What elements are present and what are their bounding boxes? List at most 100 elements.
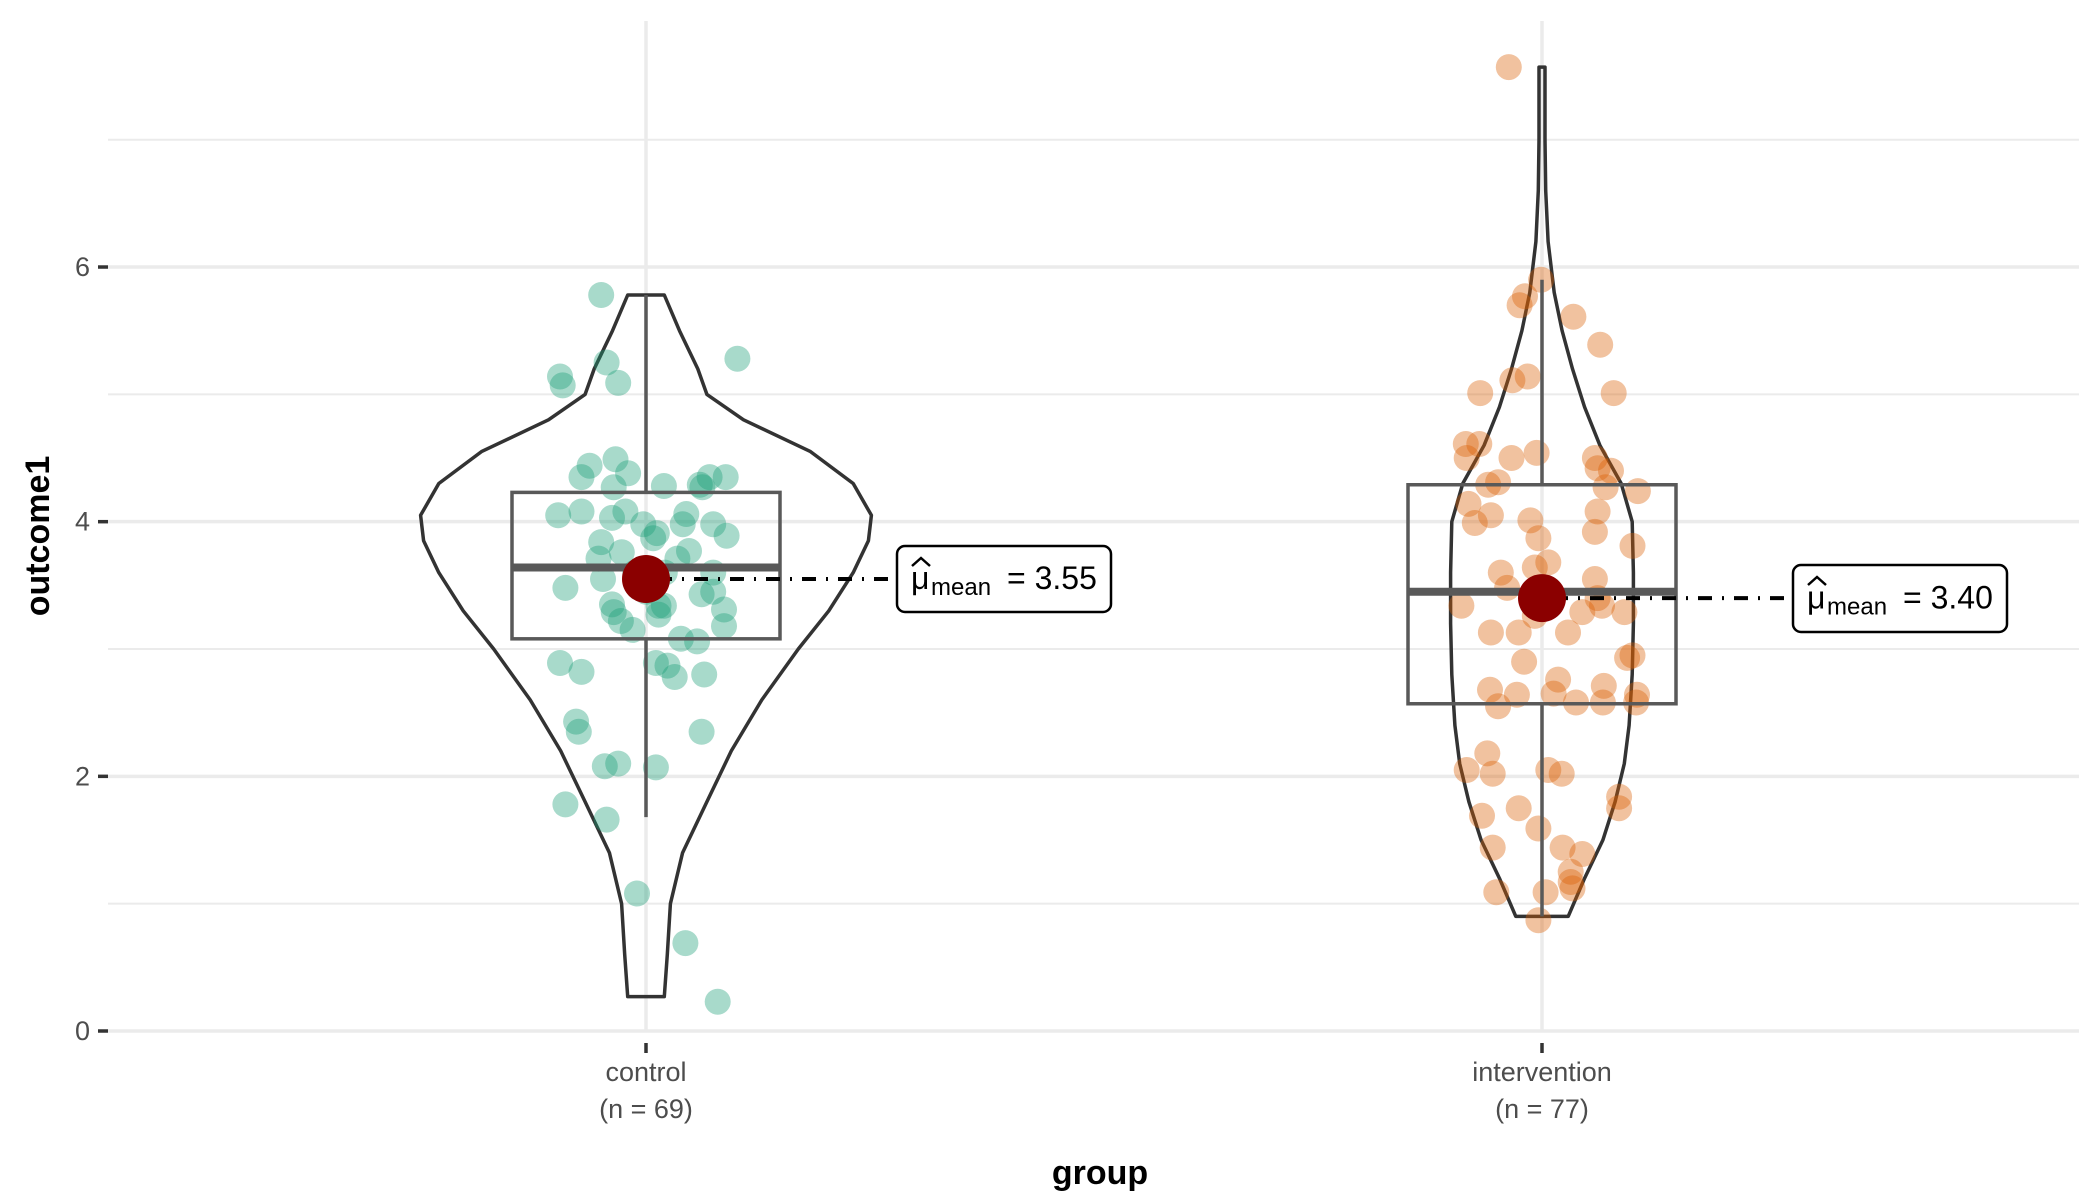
data-point — [700, 578, 727, 605]
data-point — [696, 464, 723, 491]
data-point — [654, 652, 681, 679]
violin — [1448, 65, 1636, 919]
data-point — [1477, 502, 1504, 529]
data-point — [1581, 566, 1608, 592]
x-axis: control (n = 69) intervention (n = 77) — [599, 1043, 1612, 1124]
data-point — [1474, 740, 1501, 767]
data-point — [669, 511, 696, 538]
data-point — [642, 754, 669, 781]
y-tick-label: 4 — [75, 507, 90, 537]
data-point — [1598, 457, 1624, 484]
data-point — [1521, 554, 1548, 581]
data-point — [615, 460, 642, 487]
violin — [418, 293, 874, 999]
data-point — [1545, 666, 1572, 693]
data-point — [1479, 760, 1506, 787]
data-point — [590, 566, 616, 592]
mean-label-box — [1791, 563, 2009, 634]
mean-label-subscript: mean — [931, 574, 991, 601]
data-point — [624, 880, 650, 907]
mean-label-box — [895, 544, 1113, 614]
x-tick-n-label: (n = 77) — [1495, 1094, 1589, 1124]
y-axis: 0 2 4 6 — [75, 252, 108, 1046]
data-point — [552, 574, 579, 601]
data-point — [1517, 507, 1544, 534]
data-point — [1535, 549, 1562, 576]
data-point — [1503, 681, 1530, 708]
grid — [108, 21, 2079, 1033]
data-point — [605, 369, 632, 396]
data-point — [1487, 559, 1514, 586]
data-point — [563, 708, 590, 735]
data-point — [640, 525, 667, 552]
mean-label-value: = 3.55 — [1007, 560, 1097, 596]
data-point — [1557, 869, 1584, 895]
data-point — [549, 372, 576, 399]
data-point — [700, 511, 727, 538]
data-point — [643, 520, 670, 547]
data-point — [1505, 795, 1532, 822]
data-point — [688, 718, 715, 745]
data-point — [1479, 834, 1506, 861]
y-tick-label: 2 — [75, 761, 90, 791]
data-point — [1619, 642, 1646, 669]
data-point — [619, 616, 646, 643]
data-point — [688, 581, 715, 608]
data-point — [1600, 380, 1627, 407]
data-point — [588, 282, 615, 308]
hat-icon — [1807, 575, 1827, 586]
y-tick-label: 0 — [75, 1016, 90, 1046]
data-point — [1611, 599, 1638, 626]
data-point — [576, 452, 603, 479]
data-points — [1448, 54, 1651, 934]
data-point — [1485, 469, 1512, 496]
data-point — [600, 599, 627, 626]
data-point — [1619, 532, 1646, 559]
data-point — [1453, 757, 1480, 783]
data-point — [1581, 445, 1608, 471]
data-point — [684, 628, 711, 655]
data-point — [1469, 802, 1495, 829]
data-point — [547, 363, 573, 390]
data-point — [630, 511, 657, 538]
data-point — [1523, 439, 1550, 466]
data-point — [1505, 619, 1532, 646]
y-tick-label: 6 — [75, 252, 90, 282]
data-point — [605, 750, 632, 777]
data-point — [1506, 292, 1533, 319]
data-point — [1455, 490, 1482, 517]
data-point — [1559, 875, 1586, 902]
data-point — [650, 473, 677, 499]
data-point — [608, 539, 635, 566]
data-point — [552, 791, 579, 818]
data-point — [1461, 510, 1488, 536]
data-point — [1560, 303, 1587, 330]
data-point — [607, 608, 634, 634]
data-point — [1532, 879, 1559, 906]
data-point — [1557, 858, 1584, 885]
data-point — [1569, 841, 1596, 867]
data-point — [724, 345, 751, 372]
data-point — [1467, 380, 1494, 407]
data-point — [1511, 648, 1538, 675]
data-point — [645, 601, 672, 628]
data-point — [1525, 815, 1552, 842]
data-point — [612, 498, 639, 525]
data-point — [642, 650, 669, 676]
data-point — [1525, 907, 1552, 934]
data-point — [704, 988, 731, 1015]
mean-label-value: = 3.40 — [1903, 580, 1993, 616]
data-point — [1525, 525, 1552, 552]
data-point — [1606, 795, 1633, 822]
data-point — [1448, 592, 1475, 619]
data-point — [1452, 431, 1479, 457]
mean-label-symbol: μ — [911, 560, 929, 596]
group-control: μ mean = 3.55 — [418, 282, 1113, 1015]
data-point — [1587, 331, 1614, 358]
data-point — [1624, 478, 1651, 505]
mean-point — [622, 554, 670, 603]
data-point — [591, 753, 618, 780]
data-point — [1483, 879, 1510, 906]
data-point — [593, 349, 620, 376]
